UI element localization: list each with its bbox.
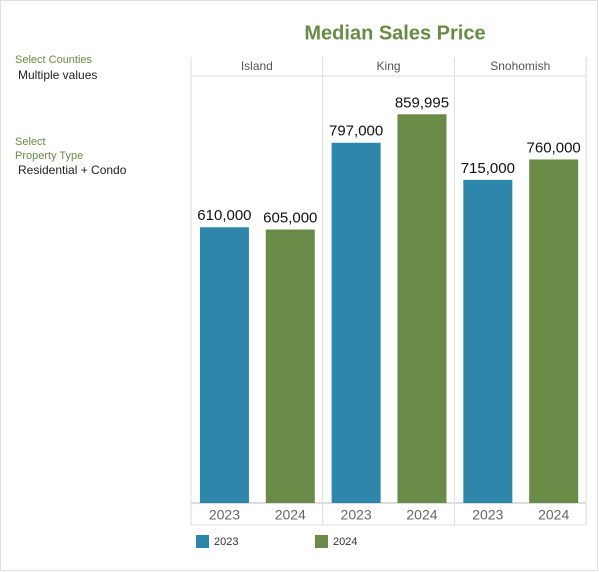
filter-label: Select: [15, 136, 46, 148]
filter-value: Multiple values: [18, 68, 97, 82]
filter-label: Select Counties: [15, 54, 93, 66]
legend-swatch: [196, 535, 209, 548]
x-tick-label: 2024: [275, 507, 306, 523]
x-tick-label: 2023: [341, 507, 372, 523]
value-label: 610,000: [197, 207, 251, 224]
panel-header: King: [377, 59, 401, 73]
bar: [397, 114, 447, 503]
value-label: 605,000: [263, 210, 317, 227]
x-tick-label: 2024: [538, 507, 569, 523]
bar: [265, 229, 315, 504]
x-tick-label: 2023: [209, 507, 240, 523]
x-tick-label: 2023: [472, 507, 503, 523]
bar: [463, 179, 513, 503]
legend-label: 2024: [333, 536, 357, 548]
chart-title: Median Sales Price: [304, 22, 485, 44]
bar: [529, 159, 579, 504]
bar: [199, 227, 249, 503]
filter-label: Property Type: [15, 150, 83, 162]
legend-label: 2023: [214, 536, 238, 548]
value-label: 859,995: [395, 94, 449, 111]
bar: [331, 142, 381, 504]
legend-swatch: [315, 535, 328, 548]
value-label: 715,000: [461, 160, 515, 177]
panel-header: Island: [241, 59, 273, 73]
value-label: 760,000: [527, 139, 581, 156]
panel-header: Snohomish: [490, 59, 550, 73]
filter-value: Residential + Condo: [18, 163, 127, 177]
x-tick-label: 2024: [406, 507, 437, 523]
value-label: 797,000: [329, 123, 383, 140]
